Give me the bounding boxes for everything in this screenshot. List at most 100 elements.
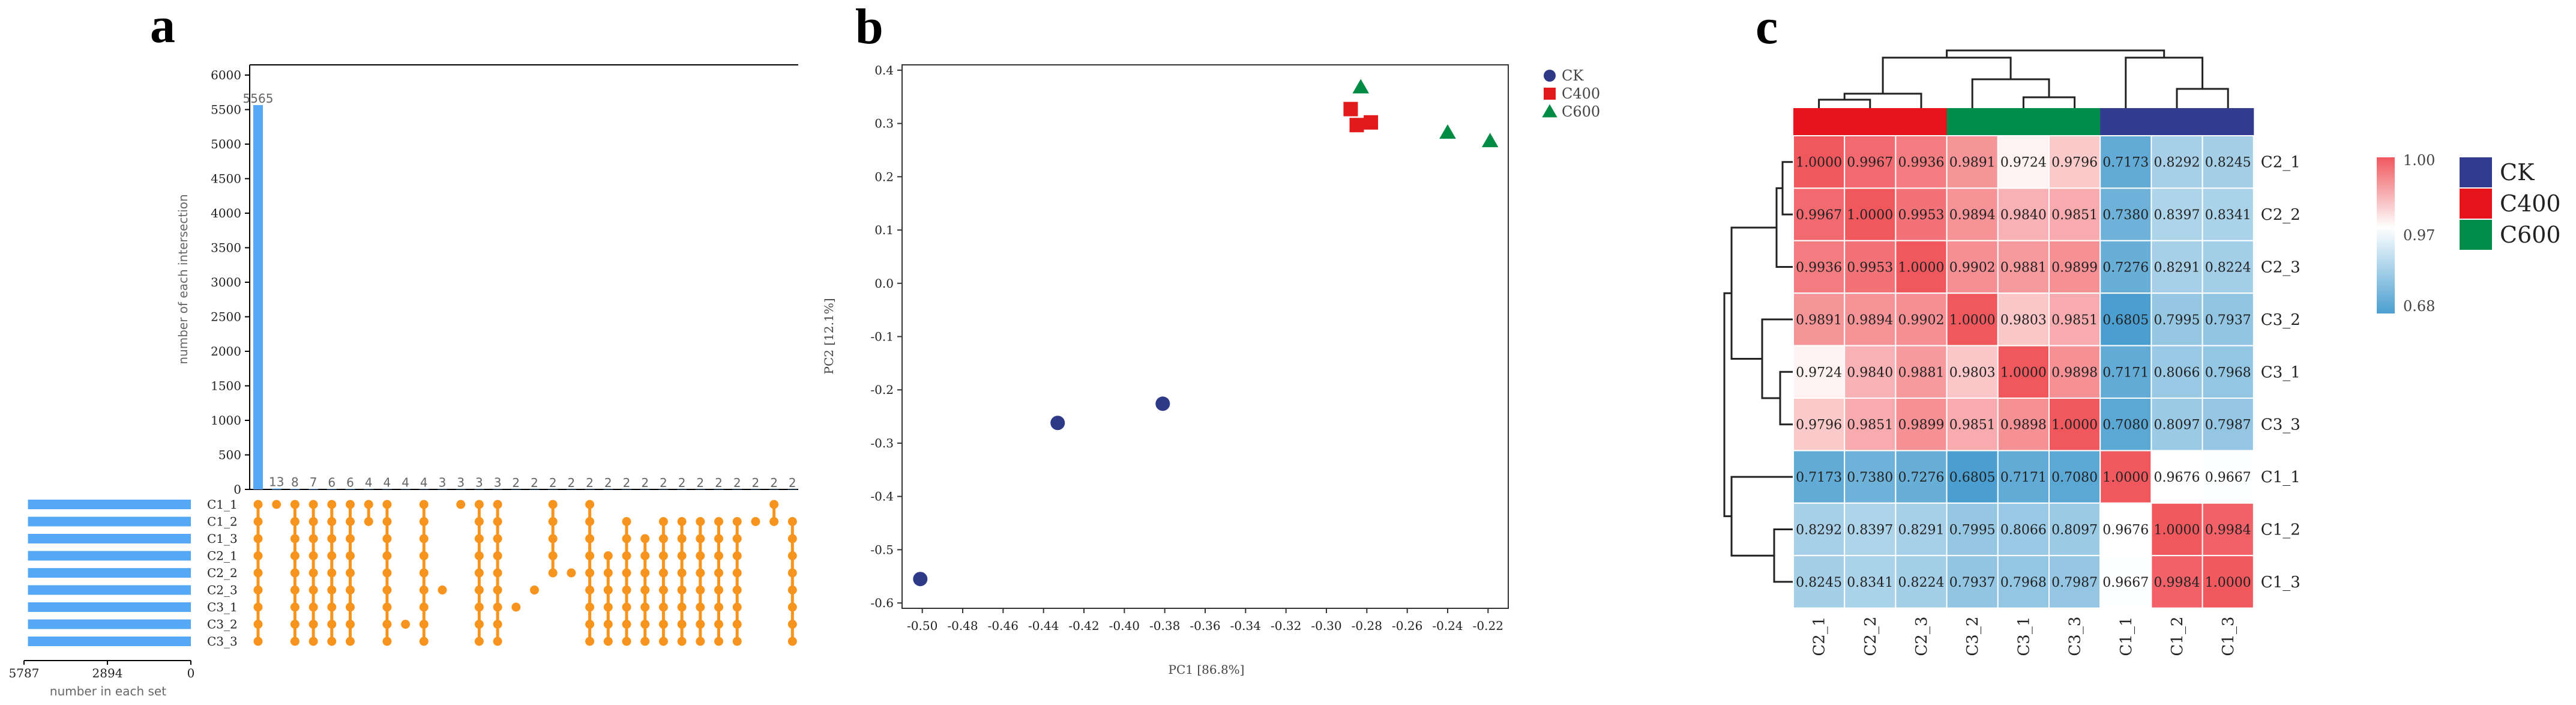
matrix-dot xyxy=(603,602,613,612)
heatmap-row-label: C1_3 xyxy=(2261,573,2301,592)
matrix-dot xyxy=(677,585,687,595)
heatmap-cell-label: 0.8245 xyxy=(2205,156,2251,171)
matrix-dot xyxy=(474,620,484,629)
heatmap-cell xyxy=(2201,292,2254,346)
heatmap-col-label: C1_2 xyxy=(2168,617,2186,656)
intersection-bar-label: 4 xyxy=(402,476,409,490)
matrix-dot xyxy=(308,620,318,629)
set-size-bar xyxy=(28,619,191,629)
column-dendrogram xyxy=(1818,49,2229,108)
matrix-dot xyxy=(290,585,299,595)
heatmap-cell xyxy=(1793,345,1846,399)
set-label: C1_1 xyxy=(207,497,238,512)
heatmap-cell-label: 0.9676 xyxy=(2102,523,2149,538)
heatmap-cell-label: 0.9840 xyxy=(1847,365,1893,380)
heatmap-cell-label: 0.9667 xyxy=(2205,470,2251,485)
upset-y-tick-label: 4500 xyxy=(211,172,241,186)
heatmap-cell xyxy=(1793,450,1846,504)
group-legend: CK C400 C600 xyxy=(2460,157,2561,250)
set-label: C1_2 xyxy=(207,515,238,529)
matrix-dot xyxy=(474,551,484,560)
heatmap-cell xyxy=(2099,398,2152,452)
heatmap-row-label: C2_2 xyxy=(2261,206,2301,224)
set-size-bar xyxy=(28,534,191,543)
heatmap-cell-label: 0.9891 xyxy=(1949,156,1996,171)
intersection-bar xyxy=(677,489,687,490)
heatmap-col-label: C3_1 xyxy=(2015,617,2033,656)
heatmap-cell-label: 0.8066 xyxy=(2154,365,2200,380)
heatmap-cell xyxy=(2201,502,2254,557)
dendrogram-branch xyxy=(1779,371,1793,426)
pca-x-tick-label: -0.38 xyxy=(1149,619,1180,633)
dendrogram-branch xyxy=(1818,98,1871,108)
heatmap-cell-label: 0.7968 xyxy=(2205,365,2251,380)
intersection-bar xyxy=(382,489,392,490)
intersection-bar-label: 2 xyxy=(660,476,667,490)
matrix-dot xyxy=(714,585,723,595)
matrix-dot xyxy=(474,500,484,509)
matrix-dot xyxy=(346,602,355,612)
pca-y-tick-label: -0.2 xyxy=(870,383,894,397)
matrix-dot xyxy=(658,585,668,595)
pca-point-c400 xyxy=(1349,118,1364,133)
group-bar-c400 xyxy=(1793,108,1845,136)
matrix-dot xyxy=(346,500,355,509)
colorbar-gradient xyxy=(2377,157,2395,313)
matrix-dot xyxy=(327,568,337,578)
matrix-dot xyxy=(327,585,337,595)
pca-x-tick-label: -0.26 xyxy=(1392,619,1422,633)
heatmap-cell-label: 0.9796 xyxy=(1796,418,1842,433)
heatmap-cell-label: 0.9891 xyxy=(1796,313,1842,328)
intersection-bar-label: 3 xyxy=(475,476,483,490)
matrix-dot xyxy=(658,637,668,646)
matrix-dot xyxy=(346,517,355,526)
heatmap-cell-label: 0.9667 xyxy=(2102,575,2149,590)
pca-y-tick-label: -0.5 xyxy=(870,542,894,557)
heatmap-cell-label: 0.7080 xyxy=(2051,470,2098,485)
intersection-bar xyxy=(714,489,724,490)
heatmap-cell xyxy=(1793,292,1846,346)
heatmap-cell-label: 0.8397 xyxy=(1847,523,1893,538)
matrix-dot xyxy=(622,620,631,629)
heatmap-cell xyxy=(1895,502,1948,557)
set-label: C3_2 xyxy=(207,617,238,632)
heatmap-cell xyxy=(1997,240,2050,294)
panel-label-b: b xyxy=(855,0,883,55)
intersection-bar-label: 2 xyxy=(531,476,538,490)
heatmap-cell xyxy=(1844,240,1897,294)
group-legend-swatch-c600 xyxy=(2460,220,2492,250)
matrix-dot xyxy=(253,602,263,612)
pca-x-tick-label: -0.30 xyxy=(1311,619,1341,633)
matrix-dot xyxy=(640,620,650,629)
matrix-dot xyxy=(732,551,742,560)
intersection-bar-label: 4 xyxy=(384,476,391,490)
upset-y-tick-label: 3000 xyxy=(211,275,241,289)
matrix-dot xyxy=(603,551,613,560)
matrix-dot xyxy=(714,620,723,629)
heatmap-cell-label: 0.9840 xyxy=(2000,208,2047,223)
set-size-tick-label: 2894 xyxy=(92,666,123,680)
dendrogram-branch xyxy=(1781,161,1793,216)
intersection-bar xyxy=(787,489,798,490)
matrix-dot xyxy=(290,602,299,612)
matrix-dot xyxy=(308,602,318,612)
pca-point-ck xyxy=(913,572,928,587)
matrix-dot xyxy=(253,637,263,646)
matrix-dot xyxy=(382,602,392,612)
heatmap-cell xyxy=(1793,187,1846,241)
heatmap-cell xyxy=(2150,187,2203,241)
matrix-dot xyxy=(493,585,502,595)
matrix-dot xyxy=(253,551,263,560)
intersection-bar-label: 6 xyxy=(346,475,354,489)
intersection-bar-label: 7 xyxy=(310,475,317,489)
matrix-dot xyxy=(419,602,429,612)
heatmap-cell-label: 0.9894 xyxy=(1847,313,1893,328)
heatmap-cell-label: 0.9803 xyxy=(2000,313,2047,328)
heatmap-cell-label: 0.8097 xyxy=(2051,523,2098,538)
matrix-dot xyxy=(585,517,595,526)
heatmap-cell-label: 0.9803 xyxy=(1949,365,1996,380)
matrix-dot xyxy=(382,585,392,595)
matrix-dot xyxy=(696,517,705,526)
matrix-dot xyxy=(308,534,318,543)
